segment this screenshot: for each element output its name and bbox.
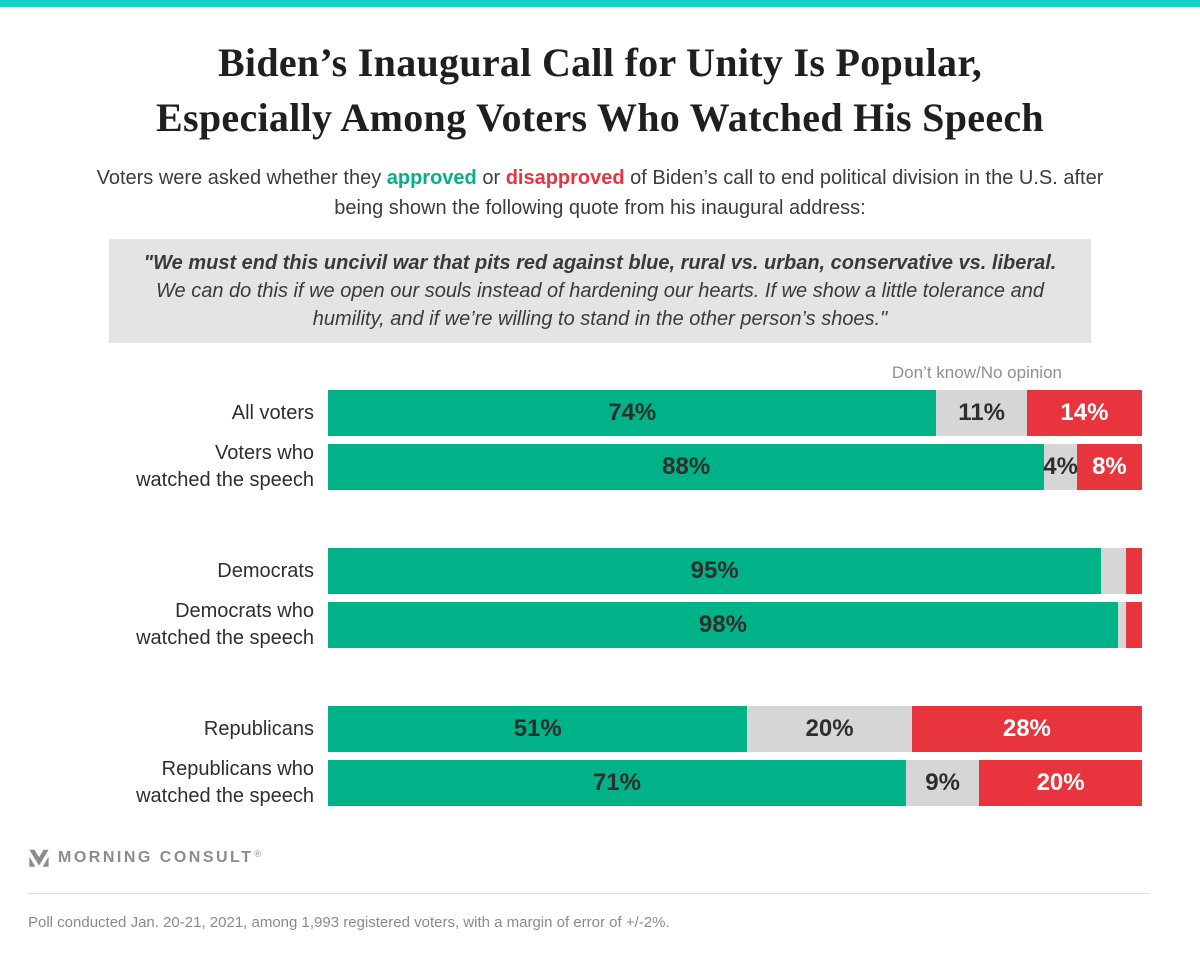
subtitle-text: or [476, 167, 506, 189]
page-title: Biden’s Inaugural Call for Unity Is Popu… [40, 35, 1160, 145]
chart-group-0: All voters 74% 11% 14% Voters who watched the… [0, 390, 1200, 491]
subtitle: Voters were asked whether they approved … [95, 163, 1105, 223]
segment-disapprove: 14% [1026, 390, 1142, 436]
stacked-bar: 98% [328, 602, 1142, 648]
segment-value-label: 88% [662, 453, 711, 480]
stacked-bar: 95% [328, 548, 1142, 594]
segment-value-label: 20% [1036, 769, 1085, 796]
segment-approve: 74% [328, 390, 937, 436]
title-line-1: Biden’s Inaugural Call for Unity Is Popu… [217, 40, 983, 85]
row-label: Voters who watched the speech [136, 442, 314, 491]
row-label: Republicans [203, 717, 314, 740]
row-label: Democrats who watched the speech [136, 600, 314, 649]
chart-row: Democrats who watched the speech 98% [0, 600, 1200, 649]
segment-dont_know: 11% [936, 390, 1027, 436]
chart-row: Republicans 51% 20% 28% [0, 706, 1200, 752]
footer: MORNING CONSULT ® Poll conducted Jan. 20… [0, 845, 1200, 931]
chart-row: Republicans who watched the speech 71% 9% 20… [0, 758, 1200, 807]
disapproved-highlight: disapproved [505, 167, 625, 189]
segment-approve: 88% [328, 444, 1045, 490]
stacked-bar: 51% 20% 28% [328, 706, 1142, 752]
segment-dont_know [1101, 548, 1126, 594]
chart-row: Voters who watched the speech 88% 4% 8% [0, 442, 1200, 491]
row-label: Democrats [217, 559, 314, 582]
chart-row: Democrats 95% [0, 548, 1200, 594]
segment-value-label: 4% [1043, 453, 1078, 480]
subtitle-text: Voters were asked whether they [96, 167, 387, 189]
poll-footnote: Poll conducted Jan. 20-21, 2021, among 1… [28, 914, 670, 931]
stacked-bar: 88% 4% 8% [328, 444, 1142, 490]
chart-row: All voters 74% 11% 14% [0, 390, 1200, 436]
segment-value-label: 28% [1002, 715, 1051, 742]
row-label: Republicans who watched the speech [136, 758, 314, 807]
segment-approve: 98% [328, 602, 1118, 648]
morning-consult-m-icon [28, 847, 50, 869]
segment-value-label: 11% [958, 399, 1006, 426]
row-label: All voters [231, 401, 314, 424]
segment-value-label: 14% [1060, 399, 1109, 426]
segment-value-label: 9% [925, 769, 960, 796]
segment-value-label: 95% [690, 557, 739, 584]
chart-group-1: Democrats 95% Democrats who watched the spe… [0, 548, 1200, 649]
segment-approve: 71% [328, 760, 906, 806]
trademark-symbol: ® [254, 849, 262, 859]
segment-disapprove: 28% [911, 706, 1142, 752]
segment-approve: 51% [328, 706, 748, 752]
segment-approve: 95% [328, 548, 1102, 594]
segment-value-label: 71% [592, 769, 641, 796]
morning-consult-logo: MORNING CONSULT ® [28, 845, 1200, 871]
segment-dont_know: 4% [1043, 444, 1078, 490]
inaugural-quote-block: "We must end this uncivil war that pits … [109, 239, 1091, 343]
quote-regular-text: We can do this if we open our souls inst… [156, 280, 1044, 330]
chart-rows: All voters 74% 11% 14% Voters who watched the… [0, 390, 1200, 807]
quote-bold-text: "We must end this uncivil war that pits … [143, 252, 1057, 274]
segment-value-label: 98% [698, 611, 747, 638]
stacked-bar: 74% 11% 14% [328, 390, 1142, 436]
segment-disapprove [1125, 548, 1142, 594]
segment-value-label: 20% [805, 715, 854, 742]
segment-value-label: 8% [1092, 453, 1127, 480]
approved-highlight: approved [386, 167, 477, 189]
segment-value-label: 74% [608, 399, 657, 426]
segment-value-label: 51% [513, 715, 562, 742]
stacked-bar-chart: Don’t know/No opinion All voters 74% 11% 14… [0, 363, 1200, 807]
logo-wordmark: MORNING CONSULT [58, 849, 254, 866]
segment-dont_know: 9% [905, 760, 980, 806]
segment-disapprove: 8% [1076, 444, 1142, 490]
chart-group-2: Republicans 51% 20% 28% Republicans who watch… [0, 706, 1200, 807]
dont-know-annotation: Don’t know/No opinion [891, 363, 1062, 382]
subtitle-text: of Biden’s call to end political divisio… [334, 167, 1104, 219]
segment-disapprove [1125, 602, 1142, 648]
title-line-2: Especially Among Voters Who Watched His … [156, 95, 1044, 140]
stacked-bar: 71% 9% 20% [328, 760, 1142, 806]
brand-accent-bar [0, 0, 1200, 7]
segment-dont_know [1117, 602, 1126, 648]
segment-disapprove: 20% [979, 760, 1142, 806]
footer-divider [28, 893, 1150, 894]
segment-dont_know: 20% [747, 706, 912, 752]
